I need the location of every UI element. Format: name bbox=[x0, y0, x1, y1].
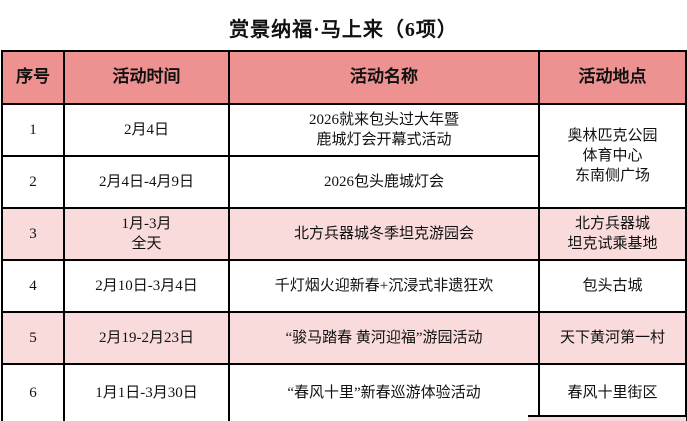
cell-place: 春风十里街区 bbox=[538, 363, 687, 421]
cell-time: 2月4日 bbox=[63, 103, 230, 157]
cell-place-merged: 奥林匹克公园 体育中心 东南侧广场 bbox=[538, 103, 687, 209]
cell-name: 千灯烟火迎新春+沉浸式非遗狂欢 bbox=[228, 259, 540, 313]
cell-index: 4 bbox=[1, 259, 65, 313]
column-header-index: 序号 bbox=[1, 50, 65, 105]
cell-time: 2月10日-3月4日 bbox=[63, 259, 230, 313]
table-row: 1 2月4日 2026就来包头过大年暨 鹿城灯会开幕式活动 奥林匹克公园 体育中… bbox=[1, 103, 687, 209]
cell-place: 包头古城 bbox=[538, 259, 687, 313]
cell-name: 2026就来包头过大年暨 鹿城灯会开幕式活动 bbox=[228, 103, 540, 157]
next-section-partial-row bbox=[528, 415, 686, 421]
cell-index: 3 bbox=[1, 207, 65, 261]
table-row: 3 1月-3月 全天 北方兵器城冬季坦克游园会 北方兵器城 坦克试乘基地 bbox=[1, 207, 687, 261]
section-title: 赏景纳福·马上来（6项） bbox=[229, 19, 458, 41]
cell-place: 北方兵器城 坦克试乘基地 bbox=[538, 207, 687, 261]
cell-time: 1月1日-3月30日 bbox=[63, 363, 230, 421]
cell-name: “春风十里”新春巡游体验活动 bbox=[228, 363, 540, 421]
cell-time: 2月19-2月23日 bbox=[63, 311, 230, 365]
table-row: 4 2月10日-3月4日 千灯烟火迎新春+沉浸式非遗狂欢 包头古城 bbox=[1, 259, 687, 313]
column-header-time: 活动时间 bbox=[63, 50, 230, 105]
table-row: 5 2月19-2月23日 “骏马踏春 黄河迎福”游园活动 天下黄河第一村 bbox=[1, 311, 687, 365]
column-header-place: 活动地点 bbox=[538, 50, 687, 105]
column-header-name: 活动名称 bbox=[228, 50, 540, 105]
cell-name: “骏马踏春 黄河迎福”游园活动 bbox=[228, 311, 540, 365]
cell-index: 5 bbox=[1, 311, 65, 365]
cell-index: 2 bbox=[1, 155, 65, 209]
cell-index: 6 bbox=[1, 363, 65, 421]
cell-time: 2月4日-4月9日 bbox=[63, 155, 230, 209]
cell-time: 1月-3月 全天 bbox=[63, 207, 230, 261]
header-row: 序号 活动时间 活动名称 活动地点 bbox=[1, 50, 687, 105]
cell-name: 北方兵器城冬季坦克游园会 bbox=[228, 207, 540, 261]
events-table: 序号 活动时间 活动名称 活动地点 1 2月4日 2026就来包头过大年暨 鹿城… bbox=[1, 50, 687, 421]
table-row: 6 1月1日-3月30日 “春风十里”新春巡游体验活动 春风十里街区 bbox=[1, 363, 687, 421]
cell-index: 1 bbox=[1, 103, 65, 157]
table-row: 2 2月4日-4月9日 2026包头鹿城灯会 bbox=[1, 155, 686, 209]
cell-name: 2026包头鹿城灯会 bbox=[228, 155, 540, 209]
cell-place: 天下黄河第一村 bbox=[538, 311, 687, 365]
